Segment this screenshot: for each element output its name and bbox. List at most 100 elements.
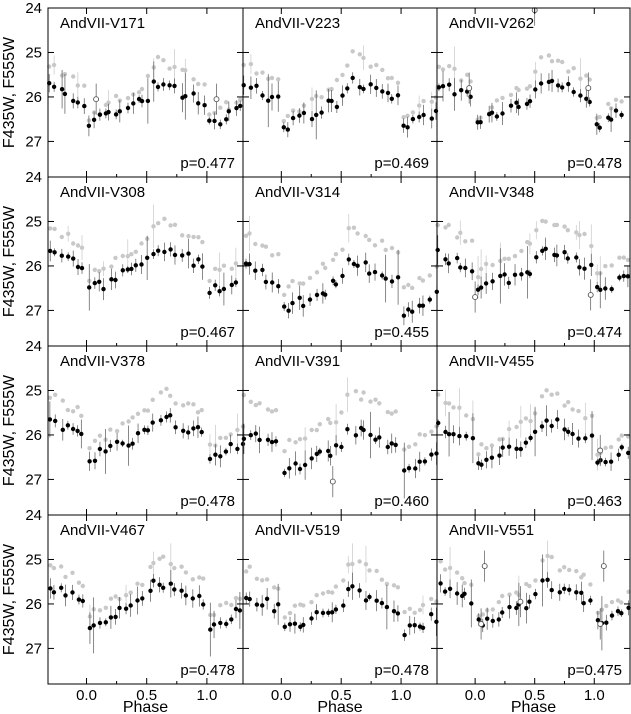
point-f555w [363, 598, 369, 603]
point-f435w [460, 576, 465, 581]
point-f555w [609, 613, 615, 618]
point-f435w [549, 392, 554, 397]
point-f555w [260, 93, 265, 98]
point-f435w [462, 580, 467, 586]
point-f435w [346, 562, 351, 567]
point-f555w [410, 309, 415, 314]
point-rejected [329, 478, 336, 485]
point-f555w [616, 452, 621, 457]
point-f555w [48, 586, 53, 591]
point-f435w [233, 595, 239, 601]
point-f435w [490, 607, 495, 612]
point-f435w [379, 238, 385, 243]
point-rejected [478, 621, 485, 627]
point-f555w [469, 601, 474, 606]
point-f555w [314, 610, 319, 615]
point-f435w [287, 437, 292, 443]
point-f435w [539, 394, 545, 399]
point-f555w [86, 123, 92, 128]
points-layer [241, 377, 439, 499]
point-f555w [168, 413, 173, 418]
point-f555w [353, 433, 359, 438]
point-f435w [48, 226, 53, 231]
point-f555w [70, 426, 76, 432]
point-f555w [597, 125, 602, 130]
point-f555w [314, 112, 319, 118]
point-f435w [540, 218, 545, 224]
point-f555w [142, 427, 147, 432]
y-tick-label: 24 [25, 507, 42, 524]
point-f435w [241, 392, 247, 398]
point-f555w [108, 615, 114, 620]
point-f555w [191, 91, 196, 96]
point-f555w [168, 247, 173, 252]
point-f435w [603, 263, 608, 269]
point-f555w [497, 453, 502, 458]
point-f435w [534, 228, 539, 233]
point-f435w [179, 564, 184, 569]
point-f555w [75, 428, 80, 434]
point-f555w [533, 591, 538, 597]
point-f435w [609, 599, 615, 605]
point-f555w [608, 459, 614, 464]
point-f555w [514, 605, 519, 611]
point-f435w [421, 98, 426, 104]
point-f555w [609, 286, 614, 292]
y-tick-label: 27 [25, 640, 42, 657]
point-f555w [333, 607, 339, 612]
point-f435w [543, 219, 548, 224]
point-f435w [196, 235, 201, 240]
point-f555w [407, 623, 412, 628]
point-f435w [161, 58, 166, 63]
point-f555w [207, 290, 212, 296]
point-f435w [340, 72, 345, 78]
point-f555w [145, 98, 151, 104]
point-f435w [341, 578, 346, 583]
point-f555w [172, 252, 178, 258]
point-f555w [162, 249, 167, 255]
point-f555w [595, 618, 601, 623]
point-f555w [484, 457, 489, 462]
point-f555w [156, 248, 161, 253]
point-f435w [191, 234, 196, 240]
point-f435w [309, 600, 314, 605]
point-f435w [113, 255, 118, 261]
point-f435w [367, 568, 372, 573]
point-f435w [65, 407, 71, 413]
point-f435w [334, 77, 340, 83]
x-tick-label: 0.0 [465, 687, 486, 704]
point-f555w [320, 610, 326, 616]
point-f435w [389, 75, 394, 81]
point-f435w [285, 113, 290, 119]
point-f435w [224, 600, 229, 606]
point-f555w [257, 437, 262, 443]
point-f435w [566, 399, 571, 405]
point-f435w [451, 405, 456, 410]
point-f555w [457, 433, 462, 439]
point-f435w [489, 443, 495, 448]
point-f555w [500, 610, 505, 615]
point-f435w [181, 403, 186, 408]
point-f555w [217, 289, 222, 294]
point-f435w [496, 599, 501, 605]
point-f555w [91, 117, 97, 123]
point-f435w [207, 278, 212, 284]
point-f555w [519, 272, 524, 277]
point-rejected [585, 85, 592, 92]
point-f555w [221, 286, 227, 292]
point-f435w [269, 409, 275, 414]
panel-andvii-v467: AndVII-V467 p=0.478 24 25 26 27 F435W, F555W 0.… [1, 507, 244, 714]
point-f435w [616, 437, 621, 442]
point-f555w [598, 287, 603, 292]
point-f435w [135, 411, 141, 416]
point-f435w [217, 267, 222, 272]
point-f555w [523, 440, 529, 445]
point-f555w [446, 432, 452, 437]
point-f555w [350, 75, 355, 81]
point-f435w [270, 253, 275, 258]
point-f435w [436, 64, 442, 70]
point-f435w [576, 408, 581, 414]
point-f435w [465, 72, 470, 78]
point-f555w [389, 441, 394, 446]
point-f555w [549, 78, 555, 84]
